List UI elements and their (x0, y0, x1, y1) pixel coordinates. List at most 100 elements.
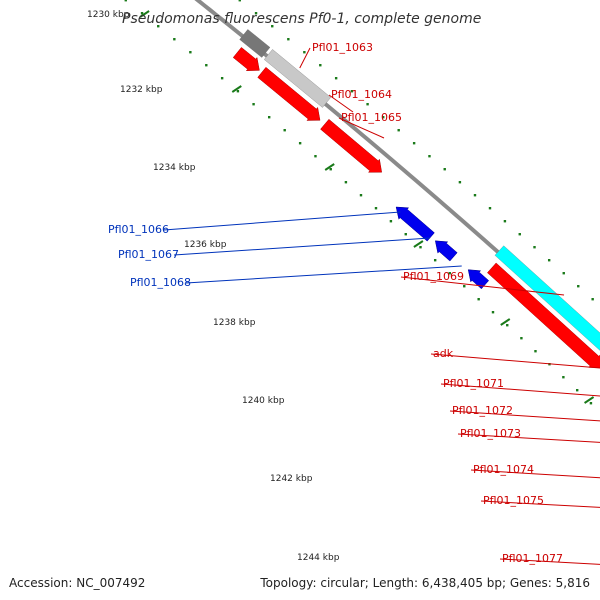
leader-line (480, 500, 600, 508)
tick-dot (562, 376, 565, 379)
gene-arrow[interactable] (232, 47, 260, 71)
tick-dot (314, 155, 317, 158)
tick-label: 1244 kbp (297, 553, 340, 563)
tick-dot (389, 220, 393, 223)
gene-label[interactable]: Pfl01_1064 (331, 88, 392, 101)
gene-label[interactable]: Pfl01_1067 (118, 248, 179, 261)
leader-line (457, 433, 600, 443)
leader-line (470, 469, 600, 479)
tick-dot (238, 0, 241, 2)
major-tick (584, 396, 595, 404)
gene-label[interactable]: adk (433, 347, 454, 360)
accession-text: Accession: NC_007492 (9, 576, 146, 590)
tick-dot (220, 77, 224, 80)
tick-dot (428, 155, 431, 158)
leader-line (449, 410, 600, 422)
tick-dot (374, 207, 378, 210)
tick-dot (329, 168, 332, 171)
major-tick (324, 163, 335, 171)
tick-dot (334, 77, 338, 80)
leader-line (499, 558, 600, 565)
tick-label: 1232 kbp (120, 85, 163, 95)
tick-dot (254, 12, 258, 15)
tick-dot (236, 90, 240, 93)
tick-dot (534, 350, 537, 353)
gene-arrow[interactable] (434, 240, 458, 262)
major-tick (231, 85, 242, 93)
tick-dot (303, 51, 306, 54)
tick-dot (433, 259, 437, 262)
tick-dot (533, 246, 536, 249)
tick-dot (503, 220, 507, 223)
tick-dot (491, 311, 495, 314)
tick-dot (366, 103, 369, 106)
tick-dot (473, 194, 477, 197)
leader-line (173, 237, 431, 256)
gene-label[interactable]: Pfl01_1073 (460, 427, 521, 440)
tick-label: 1238 kbp (213, 318, 256, 328)
tick-dot (283, 129, 286, 132)
leader-line (400, 276, 565, 296)
gene-label[interactable]: Pfl01_1071 (443, 377, 504, 390)
tick-dot (157, 25, 160, 28)
gene-label[interactable]: Pfl01_1066 (108, 223, 169, 236)
gene-arrow[interactable] (395, 206, 435, 242)
tick-dot (547, 259, 551, 262)
tick-dot (443, 168, 446, 171)
gene-label[interactable]: Pfl01_1074 (473, 463, 534, 476)
cog-block (239, 29, 271, 58)
tick-dot (350, 90, 354, 93)
gene-label[interactable]: Pfl01_1063 (312, 41, 373, 54)
tick-dot (124, 0, 127, 2)
leader-line (163, 211, 401, 231)
map-title: Pseudomonas fluorescens Pf0-1, complete … (122, 11, 481, 27)
tick-dot (412, 142, 416, 145)
leader-line (299, 47, 311, 69)
gene-arrow[interactable] (257, 66, 321, 121)
tick-dot (419, 246, 422, 249)
tick-dot (271, 25, 274, 28)
major-tick (413, 240, 424, 248)
tick-dot (252, 103, 255, 106)
gene-label[interactable]: Pfl01_1068 (130, 276, 191, 289)
leader-line (430, 353, 600, 369)
leader-line (185, 265, 462, 284)
gene-label[interactable]: Pfl01_1072 (452, 404, 513, 417)
tick-dot (458, 181, 462, 184)
tick-dot (477, 298, 480, 301)
tick-label: 1230 kbp (87, 10, 130, 20)
tick-dot (319, 64, 322, 67)
tick-label: 1236 kbp (184, 240, 227, 250)
gene-label[interactable]: Pfl01_1077 (502, 552, 563, 565)
gene-label[interactable]: Pfl01_1075 (483, 494, 544, 507)
gene-arrow[interactable] (487, 262, 600, 368)
tick-dot (381, 116, 385, 119)
tick-dot (205, 64, 208, 67)
tick-label: 1240 kbp (242, 396, 285, 406)
gene-label[interactable]: Pfl01_1069 (403, 270, 464, 283)
major-tick (500, 318, 511, 326)
tick-dot (577, 285, 580, 288)
tick-dot (267, 116, 271, 119)
gene-arrow[interactable] (467, 269, 490, 290)
genome-summary-text: Topology: circular; Length: 6,438,405 bp… (260, 576, 590, 590)
gene-arrow[interactable] (320, 118, 382, 173)
gene-label[interactable]: Pfl01_1065 (341, 111, 402, 124)
tick-dot (344, 181, 348, 184)
tick-dot (488, 207, 492, 210)
tick-dot (448, 272, 451, 275)
tick-tracks (124, 0, 594, 405)
tick-dot (397, 129, 400, 132)
tick-dot (298, 142, 302, 145)
tick-labels: 1230 kbp 1232 kbp 1234 kbp 1236 kbp 1238 kbp… (87, 10, 595, 563)
tick-dot (562, 272, 565, 275)
genome-backbone (194, 0, 600, 347)
gene-arrows (232, 47, 600, 368)
cog-block (494, 245, 600, 351)
tick-dot (520, 337, 523, 340)
leader-line (338, 117, 385, 139)
tick-dot (518, 233, 521, 236)
tick-dot (404, 233, 407, 236)
tick-dot (463, 285, 466, 288)
